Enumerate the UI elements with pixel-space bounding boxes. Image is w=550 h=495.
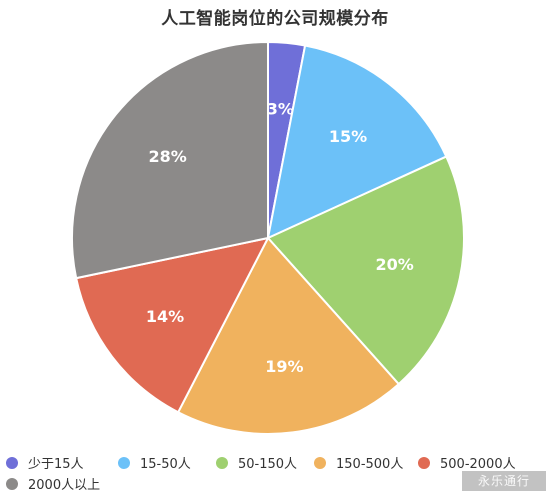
pie-slice-3[interactable] bbox=[176, 236, 401, 435]
pie-slice-2[interactable] bbox=[266, 155, 465, 386]
legend-label: 2000人以上 bbox=[28, 478, 101, 493]
legend-swatch bbox=[216, 456, 228, 469]
legend-item-less-than-15[interactable]: 少于15人 bbox=[6, 453, 118, 472]
legend-item-2000-plus[interactable]: 2000人以上 bbox=[6, 474, 100, 493]
pie-slice-1[interactable] bbox=[266, 44, 448, 240]
legend-item-500-2000[interactable]: 500-2000人 bbox=[418, 453, 516, 472]
slice-label-5: 28% bbox=[148, 147, 186, 166]
legend-swatch bbox=[6, 456, 18, 469]
chart-legend: 少于15人 15-50人 50-150人 150-500人 500-2000人 bbox=[6, 452, 546, 494]
legend-label: 50-150人 bbox=[238, 457, 298, 472]
legend-item-150-500[interactable]: 150-500人 bbox=[314, 453, 418, 472]
legend-item-15-50[interactable]: 15-50人 bbox=[118, 453, 216, 472]
legend-row-1: 少于15人 15-50人 50-150人 150-500人 500-2000人 bbox=[6, 452, 546, 473]
legend-swatch bbox=[418, 456, 430, 469]
legend-swatch bbox=[118, 456, 130, 469]
legend-swatch bbox=[6, 477, 18, 490]
legend-label: 少于15人 bbox=[28, 457, 84, 472]
legend-row-2: 2000人以上 bbox=[6, 473, 546, 494]
slice-label-2: 20% bbox=[375, 255, 413, 274]
legend-swatch bbox=[314, 456, 326, 469]
legend-label: 500-2000人 bbox=[440, 457, 516, 472]
slice-label-0: 3% bbox=[267, 100, 294, 119]
watermark: 永乐通行 bbox=[462, 471, 546, 491]
legend-item-50-150[interactable]: 50-150人 bbox=[216, 453, 314, 472]
pie-slice-4[interactable] bbox=[74, 236, 270, 414]
chart-title: 人工智能岗位的公司规模分布 bbox=[161, 9, 389, 29]
legend-label: 150-500人 bbox=[336, 457, 404, 472]
slice-label-4: 14% bbox=[146, 307, 184, 326]
legend-label: 15-50人 bbox=[140, 457, 191, 472]
pie-slice-5[interactable] bbox=[71, 40, 269, 280]
slice-label-1: 15% bbox=[329, 127, 367, 146]
slice-label-3: 19% bbox=[265, 357, 303, 376]
